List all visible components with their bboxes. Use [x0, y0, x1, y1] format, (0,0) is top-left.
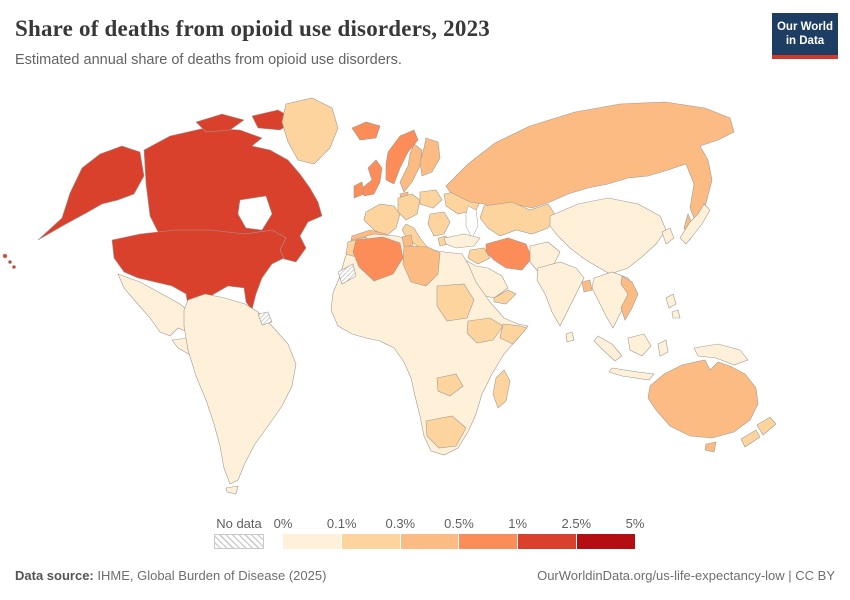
- country-tasmania[interactable]: [704, 441, 717, 453]
- country-iceland[interactable]: [351, 121, 381, 141]
- legend-tick-6: 5%: [625, 516, 645, 531]
- country-sulawesi[interactable]: [657, 339, 669, 357]
- legend-tick-0: 0%: [273, 516, 293, 531]
- country-vietnam[interactable]: [620, 275, 639, 321]
- footer-right: OurWorldinData.org/us-life-expectancy-lo…: [537, 568, 835, 583]
- country-arctic-islands-1[interactable]: [195, 113, 245, 133]
- legend-tick-1: 0.1%: [326, 516, 357, 531]
- country-new-zealand-north[interactable]: [756, 416, 777, 436]
- country-south-africa[interactable]: [425, 415, 467, 449]
- legend-segment-0.3-0.5[interactable]: [400, 534, 460, 549]
- country-sweden[interactable]: [399, 143, 423, 193]
- license-link[interactable]: CC BY: [795, 568, 835, 583]
- country-algeria[interactable]: [352, 236, 404, 282]
- no-data-label: No data: [216, 516, 262, 531]
- legend-tick-2: 0.3%: [385, 516, 416, 531]
- country-china-mongolia[interactable]: [549, 197, 667, 275]
- caspian-sea-water: [465, 205, 479, 239]
- country-japan[interactable]: [679, 203, 711, 245]
- legend-segment-0.5-1[interactable]: [459, 534, 519, 549]
- country-korea[interactable]: [661, 227, 675, 245]
- country-mexico[interactable]: [117, 273, 199, 337]
- country-french-guiana[interactable]: [257, 311, 273, 326]
- legend-tick-3: 0.5%: [444, 516, 474, 531]
- country-sumatra[interactable]: [593, 335, 623, 362]
- country-france[interactable]: [363, 203, 401, 237]
- no-data-swatch[interactable]: [214, 534, 264, 549]
- data-source-text: IHME, Global Burden of Disease (2025): [93, 568, 327, 583]
- world-map-svg: [2, 97, 777, 495]
- country-kazakhstan-central-asia[interactable]: [479, 201, 557, 237]
- country-norway[interactable]: [385, 129, 419, 185]
- country-greenland[interactable]: [281, 97, 339, 165]
- owid-logo-line2: in Data: [785, 35, 825, 48]
- country-sri-lanka[interactable]: [565, 331, 575, 343]
- owid-logo-line1: Our World: [776, 21, 833, 33]
- country-new-zealand-south[interactable]: [740, 429, 761, 448]
- hudson-bay-water: [237, 195, 273, 231]
- country-ethiopia[interactable]: [466, 317, 504, 344]
- map-legend: No data 0% 0.1% 0.3% 0.5% 1% 2.5% 5%: [0, 512, 850, 554]
- country-poland-baltics[interactable]: [419, 189, 443, 209]
- legend-segment-2.5-5[interactable]: [577, 534, 635, 549]
- page-title: Share of deaths from opioid use disorder…: [15, 16, 490, 41]
- country-hawaii[interactable]: [2, 253, 16, 269]
- chart-footer: Data source: IHME, Global Burden of Dise…: [15, 568, 835, 583]
- country-iraq[interactable]: [467, 247, 491, 265]
- legend-tick-5: 2.5%: [561, 516, 592, 531]
- country-somalia[interactable]: [499, 323, 528, 345]
- country-iran[interactable]: [485, 237, 533, 271]
- data-source-note: Data source: IHME, Global Burden of Dise…: [15, 568, 326, 583]
- country-sudan[interactable]: [436, 283, 475, 322]
- legend-tick-4: 1%: [508, 516, 528, 531]
- country-borneo[interactable]: [627, 333, 652, 357]
- data-source-prefix: Data source:: [15, 568, 94, 583]
- country-africa-base[interactable]: [330, 233, 529, 456]
- legend-segment-0-0.1[interactable]: [283, 534, 342, 549]
- country-philippines-south[interactable]: [671, 309, 681, 319]
- country-balkans[interactable]: [427, 211, 451, 237]
- chart-subtitle: Estimated annual share of deaths from op…: [15, 52, 402, 68]
- country-tunisia[interactable]: [401, 234, 414, 248]
- country-finland[interactable]: [419, 137, 441, 177]
- country-india[interactable]: [536, 261, 585, 327]
- country-turkey[interactable]: [443, 233, 481, 249]
- country-bangladesh[interactable]: [581, 279, 593, 293]
- country-yemen-oman[interactable]: [493, 289, 517, 305]
- country-south-america[interactable]: [183, 293, 297, 485]
- legend-segment-0.1-0.3[interactable]: [341, 534, 401, 549]
- country-libya[interactable]: [402, 245, 441, 287]
- owid-url-link[interactable]: OurWorldinData.org/us-life-expectancy-lo…: [537, 568, 785, 583]
- country-western-sahara[interactable]: [337, 263, 357, 285]
- country-new-guinea[interactable]: [693, 343, 749, 366]
- owid-logo[interactable]: Our World in Data: [772, 13, 838, 59]
- country-germany[interactable]: [397, 193, 421, 221]
- legend-segment-1-2.5[interactable]: [518, 534, 578, 549]
- legend-colorbar: [283, 534, 635, 549]
- country-madagascar[interactable]: [492, 369, 511, 409]
- country-australia[interactable]: [647, 359, 759, 439]
- country-alaska[interactable]: [37, 145, 145, 241]
- world-choropleth-map: [0, 88, 850, 508]
- country-java[interactable]: [608, 367, 655, 381]
- footer-separator: |: [784, 568, 796, 583]
- country-united-kingdom[interactable]: [361, 159, 383, 197]
- country-philippines-north[interactable]: [665, 293, 677, 309]
- country-tierra-del-fuego[interactable]: [225, 485, 239, 495]
- country-zambia[interactable]: [436, 373, 464, 397]
- country-united-states[interactable]: [111, 229, 287, 315]
- country-ireland[interactable]: [353, 181, 365, 199]
